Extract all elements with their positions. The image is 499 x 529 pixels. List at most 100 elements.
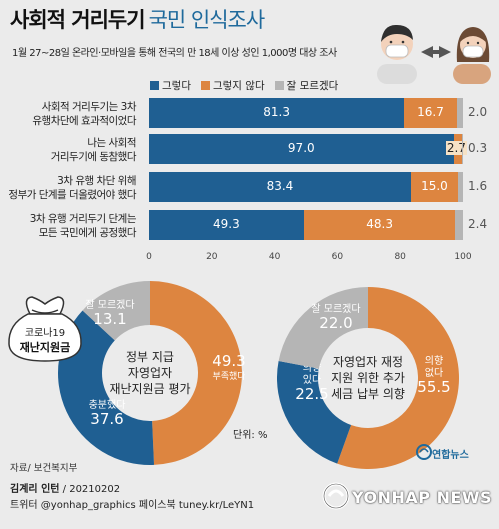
bar-segment [455,210,463,240]
bar-category-label-line: 거리두기에 동참했다 [50,151,137,163]
credit-date: / 20210202 [59,484,121,495]
bar-value-label: 16.7 [417,105,444,119]
bar-category-label-line: 정부가 단계를 더올렸어야 했다 [8,189,136,201]
title-bold: 사회적 거리두기 [10,8,146,32]
donut-slice [150,281,243,465]
bar-segment [149,134,454,164]
x-tick-label: 40 [268,252,281,262]
bar-stack: 83.4 15.0 [149,172,463,202]
subtitle: 1월 27~28일 온라인·모바일을 통해 전국의 만 18세 이상 성인 1,… [12,48,337,59]
man-icon [377,24,417,84]
donut-slice-name: 충분했다 [89,398,126,411]
woman-icon [453,27,491,84]
bar-category-label-line: 모든 국민에게 공정했다 [38,227,137,239]
x-tick-label: 80 [394,252,406,262]
bar-segment [149,210,304,240]
bar-category-label-line: 3차 유행 거리두기 단계는 [29,213,137,225]
donut-slice-name: 의향 [425,355,443,367]
bar-segment [404,98,457,128]
x-tick-label: 60 [331,252,344,262]
bar-row: 나는 사회적 거리두기에 동참했다 97.0 2.7 0.3 [0,134,499,164]
donut-slice [277,360,352,464]
page-title: 사회적 거리두기 국민 인식조사 [10,4,265,34]
double-arrow-icon [421,46,451,58]
legend-item-disagree: 그렇지 않다 [200,78,265,93]
bar-unsure-value: 1.6 [468,179,488,193]
donut-slice-value: 55.5 [417,378,450,396]
donut-slice [337,287,459,469]
donut-center-text: 자영업자 재정 [333,355,403,369]
donut-center-text: 재난지원금 평가 [109,382,190,396]
source-label: 자료/ 보건복지부 [10,463,78,474]
bar-segment [410,172,458,202]
donut-slice-value: 22.5 [295,385,328,403]
donut-slice-name: 부족했다 [212,370,245,382]
donut-slice-name: 잘 모르겠다 [311,303,360,315]
masked-people-illustration [377,24,491,84]
bar-value-label: 48.3 [366,217,393,231]
donut-slice-name: 잘 모르겠다 [85,299,134,311]
credit-sns: 트위터 @yonhap_graphics 페이스북 tuney.kr/LeYN1 [10,500,255,511]
bar-value-label: 81.3 [263,105,290,119]
bar-stack: 49.3 48.3 [149,210,463,240]
donut-slice [278,287,368,369]
x-tick-label: 20 [206,252,218,262]
donut-slice-name: 없다 [425,366,443,379]
bar-unsure-value: 2.0 [468,105,488,119]
bar-value-label: 15.0 [421,179,448,193]
x-tick-label: 100 [454,252,472,262]
yonhap-watermark-icon [322,482,350,510]
bar-category-label-line: 유행차단에 효과적이었다 [32,115,136,127]
bar-segment [456,98,463,128]
bar-segment [303,210,456,240]
legend-swatch-agree [150,81,159,90]
legend-swatch-disagree [200,81,210,90]
bar-value-label: 49.3 [213,217,240,231]
donut-slice-value: 49.3 [212,352,245,370]
donut-center-text: 지원 위한 추가 [331,371,405,385]
bag-text-line1: 코로나19 [25,327,65,339]
bar-value-label: 2.7 [445,141,467,155]
legend-item-agree: 그렇다 [150,78,191,93]
bar-unsure-value: 2.4 [468,217,488,231]
donut-center-text: 세금 납부 의향 [331,387,405,401]
bar-category-label-line: 3차 유행 차단 위해 [57,175,136,187]
donut-slice-name: 있다 [303,374,321,386]
logo-main-text: YONHAP NEWS [352,488,493,507]
bar-category-label-line: 나는 사회적 [87,137,136,149]
credit-name: 김계리 인턴 [10,484,60,495]
x-tick-label: 0 [146,252,152,262]
yonhap-logo-icon [416,444,432,460]
donut-slice [82,281,150,341]
money-bag-icon: 코로나19 재난지원금 [8,296,82,362]
donut-slice [57,310,155,465]
bar-stack: 97.0 2.7 [149,134,467,164]
bar-value-label: 83.4 [266,179,294,193]
bar-category-label-line: 사회적 거리두기는 3차 [41,101,137,113]
donut-center-text: 정부 지급 [126,350,174,364]
bar-segment [149,172,411,202]
bar-value-label: 97.0 [287,141,315,155]
donut-slice-value: 13.1 [93,310,126,328]
bag-text-line2: 재난지원금 [20,340,71,354]
bar-segment [149,98,405,128]
donut-center-text: 자영업자 [128,366,172,380]
bar-segment [457,172,463,202]
legend: 그렇다 그렇지 않다 잘 모르겠다 [150,78,338,93]
credit-line: 김계리 인턴 / 20210202 [10,480,120,495]
